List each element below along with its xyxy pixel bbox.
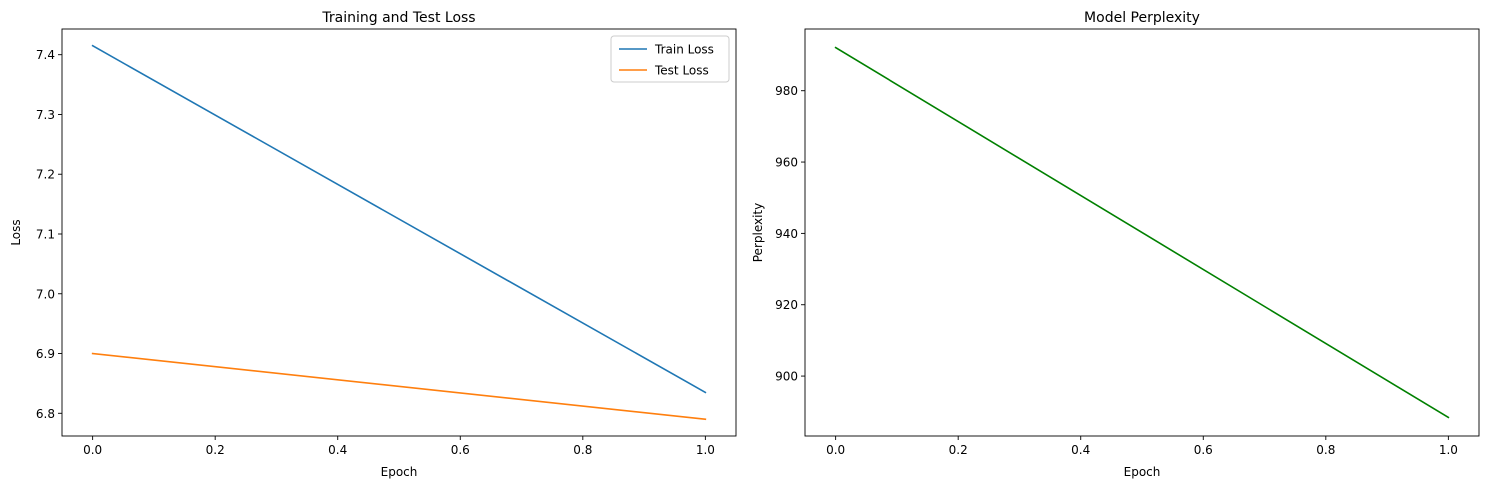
chart-panel-2: Model Perplexity 0.0 0.2 0.4 0.6 0.8 1.0 900 920… (751, 10, 1480, 479)
legend: Train Loss Test Loss (610, 35, 730, 83)
x-tick-label: 0.6 (451, 443, 470, 457)
chart-title: Model Perplexity (1084, 10, 1200, 26)
x-tick-label: 0.8 (573, 443, 592, 457)
x-tick-label: 1.0 (696, 443, 715, 457)
x-tick-label: 0.2 (206, 443, 225, 457)
x-axis-label: Epoch (381, 465, 418, 479)
plot-frame (61, 28, 737, 437)
x-tick-label: 0.4 (328, 443, 347, 457)
series-line-1 (834, 46, 1450, 419)
series-line-train-loss (91, 44, 707, 394)
y-tick-label: 7.0 (36, 287, 55, 301)
x-tick-label: 0.4 (1071, 443, 1090, 457)
y-tick-label: 940 (775, 227, 798, 241)
chart-title: Training and Test Loss (321, 10, 475, 26)
y-tick-label: 960 (775, 156, 798, 170)
y-axis-label: Loss (9, 219, 23, 245)
y-tick-label: 7.3 (36, 108, 55, 122)
x-tick-label: 1.0 (1439, 443, 1458, 457)
x-tick-label: 0.2 (949, 443, 968, 457)
y-tick-label: 7.1 (36, 227, 55, 241)
y-tick-label: 6.8 (36, 407, 55, 421)
x-tick-label: 0.0 (83, 443, 102, 457)
x-tick-label: 0.6 (1194, 443, 1213, 457)
chart-panel-1: Training and Test Loss 0.0 0.2 0.4 0.6 0.8 1.0… (9, 10, 737, 479)
x-axis-label: Epoch (1124, 465, 1161, 479)
legend-label: Train Loss (654, 43, 714, 57)
y-tick-label: 920 (775, 298, 798, 312)
plot-frame (804, 28, 1480, 437)
y-tick-label: 980 (775, 84, 798, 98)
x-tick-label: 0.0 (826, 443, 845, 457)
y-tick-label: 7.2 (36, 168, 55, 182)
y-axis-label: Perplexity (751, 203, 765, 263)
series-line-test-loss (91, 352, 707, 421)
y-tick-label: 900 (775, 370, 798, 384)
legend-label: Test Loss (654, 64, 709, 78)
y-tick-label: 6.9 (36, 347, 55, 361)
y-tick-label: 7.4 (36, 48, 55, 62)
x-tick-label: 0.8 (1316, 443, 1335, 457)
